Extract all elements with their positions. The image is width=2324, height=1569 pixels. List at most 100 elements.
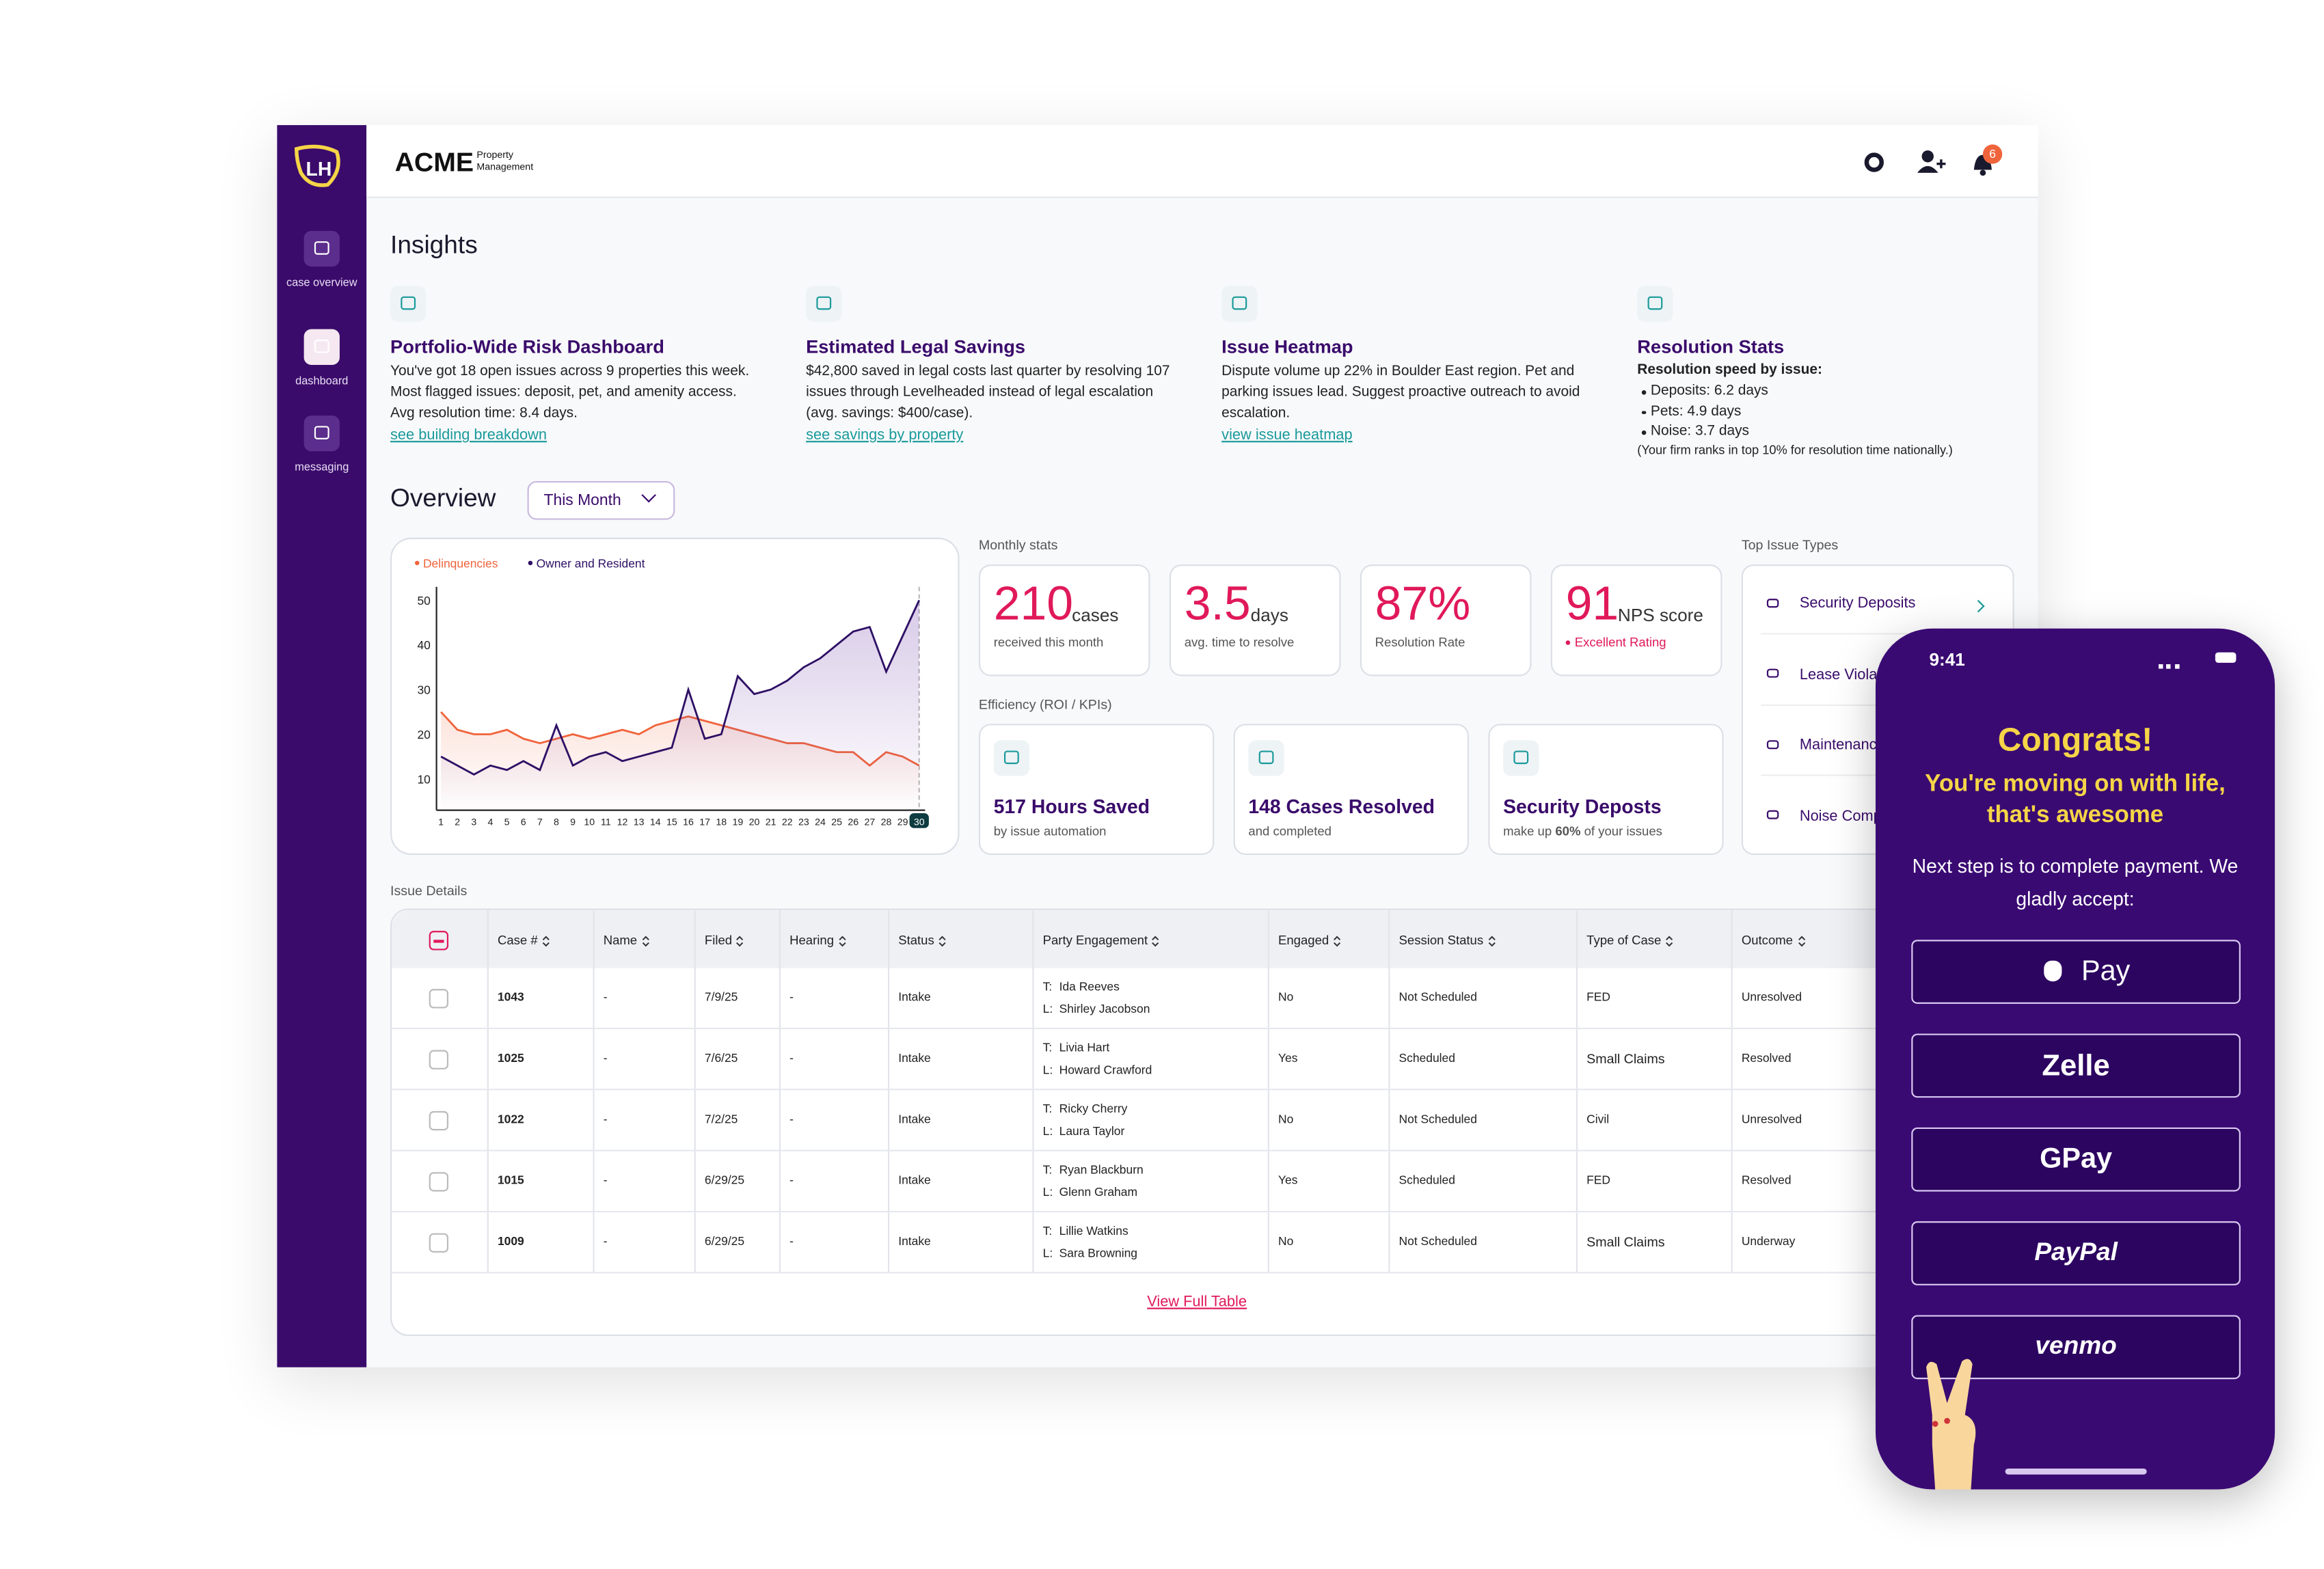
col-sep <box>487 910 489 1272</box>
column-header[interactable]: Filed <box>705 932 744 947</box>
stat-unit: NPS score <box>1617 604 1703 626</box>
home-indicator <box>2005 1468 2147 1475</box>
row-checkbox[interactable] <box>429 1172 449 1192</box>
payment-button[interactable]: Pay <box>1911 940 2241 1004</box>
x-tick-label: 16 <box>683 817 694 828</box>
sort-icon[interactable] <box>938 935 946 946</box>
issue-icon <box>1761 733 1785 756</box>
row-line <box>392 1210 1938 1213</box>
party-name: Ryan Blackburn <box>1059 1163 1144 1177</box>
card-link[interactable]: see savings by property <box>806 427 964 444</box>
x-tick-label: 20 <box>749 817 760 828</box>
cell: 7/2/25 <box>704 1113 738 1126</box>
party-prefix: L: <box>1042 1185 1053 1199</box>
issue-label[interactable]: Security Deposits <box>1799 595 1916 612</box>
column-header[interactable]: Type of Case <box>1586 932 1673 947</box>
row-line <box>392 1272 1938 1274</box>
column-header[interactable]: Engaged <box>1278 932 1341 947</box>
column-header[interactable]: Outcome <box>1742 932 1805 947</box>
icon-glyph <box>314 241 330 256</box>
col-sep <box>694 910 696 1272</box>
x-tick-label: 5 <box>504 817 510 828</box>
view-full-table[interactable]: View Full Table <box>1147 1294 1247 1311</box>
row-checkbox[interactable] <box>429 1110 449 1131</box>
subhead: You're moving on with life, that's aweso… <box>1925 771 2226 828</box>
column-header[interactable]: Party Engagement <box>1043 932 1160 947</box>
col-sep <box>593 910 595 1272</box>
header-checkbox <box>429 931 449 951</box>
party-prefix: L: <box>1042 1246 1053 1260</box>
bullet-dot <box>1641 410 1646 414</box>
payment-button[interactable]: PayPal <box>1911 1221 2241 1285</box>
sidebar <box>277 125 367 1367</box>
row-checkbox[interactable] <box>429 1050 449 1069</box>
icon-glyph <box>1767 598 1779 608</box>
icon-glyph <box>1647 297 1663 310</box>
sort-icon[interactable] <box>1152 935 1160 946</box>
caption-post: of your issues <box>1584 823 1662 839</box>
row-checkbox[interactable] <box>429 1233 449 1253</box>
issue-icon <box>1761 804 1785 828</box>
payment-label: Zelle <box>2042 1050 2110 1083</box>
party-name: Laura Taylor <box>1059 1124 1125 1138</box>
apple-logo <box>2044 960 2062 982</box>
icon-glyph <box>1003 750 1020 765</box>
card-title: Portfolio-Wide Risk Dashboard <box>390 336 664 358</box>
sort-icon[interactable] <box>1797 935 1805 946</box>
sort-icon[interactable] <box>737 935 744 946</box>
payment-button[interactable]: Zelle <box>1911 1033 2241 1098</box>
battery <box>2215 652 2237 663</box>
period-dropdown[interactable]: This Month <box>527 480 675 520</box>
column-title: Status <box>898 932 934 948</box>
nav-label[interactable]: dashboard <box>295 374 349 387</box>
column-title: Name <box>603 932 638 948</box>
card-link[interactable]: see building breakdown <box>390 427 548 444</box>
party-prefix: T: <box>1042 1041 1053 1055</box>
insights-title: Insights <box>390 230 478 260</box>
icon-glyph <box>1258 750 1275 765</box>
header-icons[interactable] <box>1859 146 2008 179</box>
icon-glyph <box>1513 750 1529 765</box>
caption-pre: make up <box>1503 823 1552 839</box>
icon-glyph <box>1767 669 1779 679</box>
column-header[interactable]: Status <box>898 932 946 947</box>
stat-box box <box>1550 564 1722 677</box>
sort-icon[interactable] <box>1666 935 1673 946</box>
x-tick-label: 4 <box>488 817 494 828</box>
row-checkbox[interactable] <box>429 989 449 1009</box>
x-tick-label: 12 <box>617 817 628 828</box>
party-prefix: T: <box>1042 1102 1053 1116</box>
column-header[interactable]: Name <box>604 932 649 947</box>
payment-label: venmo <box>2035 1331 2117 1360</box>
stat-unit: cases <box>1072 604 1119 626</box>
nav-label[interactable]: messaging <box>295 460 349 474</box>
stat-caption: Resolution Rate <box>1375 634 1465 650</box>
x-tick-label: 3 <box>471 817 476 828</box>
table-header <box>392 910 1938 968</box>
insight-icon <box>390 286 427 322</box>
bullet-dot <box>1641 390 1646 394</box>
card-link[interactable]: view issue heatmap <box>1221 427 1353 444</box>
payment-button[interactable]: GPay <box>1911 1127 2241 1192</box>
issue-icon <box>1761 662 1785 686</box>
sort-icon[interactable] <box>838 935 846 946</box>
nav-label[interactable]: case overview <box>286 275 357 289</box>
issue-icon <box>1761 591 1785 615</box>
party-name: Ricky Cherry <box>1059 1102 1128 1116</box>
column-header[interactable]: Session Status <box>1399 932 1496 947</box>
column-header[interactable]: Hearing <box>789 932 846 947</box>
sort-icon[interactable] <box>642 935 649 946</box>
sort-icon[interactable] <box>542 935 550 946</box>
cell: Not Scheduled <box>1399 1234 1477 1249</box>
cell: Resolved <box>1741 1173 1792 1188</box>
overview-title: Overview <box>390 484 496 513</box>
cell: 1015 <box>497 1173 524 1188</box>
legend-label: Delinquencies <box>423 556 498 570</box>
cell: Underway <box>1741 1234 1796 1249</box>
divider <box>1761 633 1994 635</box>
column-header[interactable]: Case # <box>498 932 550 947</box>
col-sep <box>887 910 890 1272</box>
sort-icon[interactable] <box>1488 935 1496 946</box>
sort-icon[interactable] <box>1334 935 1341 946</box>
issue-label[interactable]: Maintenance <box>1799 737 1885 754</box>
